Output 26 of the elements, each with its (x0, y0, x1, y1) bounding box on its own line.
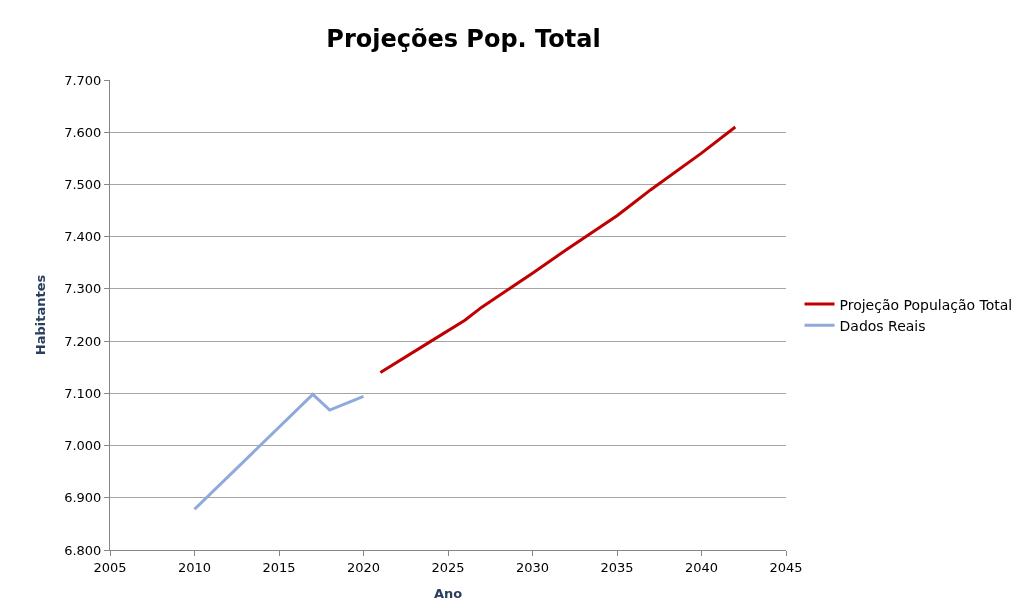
y-tick-label: 6.900 (64, 490, 102, 506)
y-tick-label: 7.600 (64, 124, 102, 140)
line-series (193, 392, 365, 511)
x-tick-label: 2010 (177, 559, 212, 575)
y-tick-label: 7.100 (64, 385, 102, 401)
x-axis-title: Ano (433, 586, 463, 602)
y-tick-label: 7.300 (64, 281, 102, 297)
x-tick-label: 2030 (515, 559, 550, 575)
x-tick-label: 2025 (431, 559, 465, 575)
legend-label: Projeção População Total (839, 296, 1013, 313)
y-tick-label: 7.200 (64, 333, 102, 349)
legend-label: Dados Reais (839, 317, 926, 334)
y-tick-label: 7.000 (64, 438, 102, 454)
y-tick-label: 7.500 (64, 176, 102, 192)
x-tick-label: 2015 (262, 559, 296, 575)
x-tick-label: 2020 (346, 559, 381, 575)
chart-title: Projeções Pop. Total (326, 25, 601, 54)
x-tick-label: 2040 (684, 559, 719, 575)
y-tick-label: 7.400 (64, 229, 102, 245)
y-tick-label: 7.700 (64, 72, 102, 88)
line-series (378, 125, 737, 374)
x-tick-label: 2035 (600, 559, 634, 575)
x-tick-label: 2045 (769, 559, 803, 575)
x-tick-label: 2005 (93, 559, 127, 575)
y-tick-label: 6.800 (64, 542, 102, 558)
y-axis-title: Habitantes (33, 274, 49, 356)
